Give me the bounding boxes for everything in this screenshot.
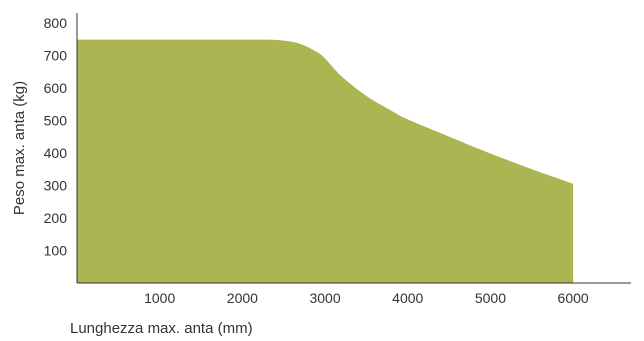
area-series bbox=[77, 39, 574, 283]
x-tick-label: 5000 bbox=[475, 290, 506, 306]
y-tick-labels: 100 200 300 400 500 600 700 800 bbox=[44, 15, 68, 259]
y-tick-label: 500 bbox=[44, 112, 68, 128]
y-tick-label: 800 bbox=[44, 15, 68, 31]
y-tick-label: 600 bbox=[44, 80, 68, 96]
y-tick-label: 700 bbox=[44, 47, 68, 63]
x-axis-title: Lunghezza max. anta (mm) bbox=[70, 320, 253, 337]
x-tick-labels: 1000 2000 3000 4000 5000 6000 bbox=[144, 290, 589, 306]
y-tick-label: 100 bbox=[44, 242, 68, 258]
y-tick-label: 400 bbox=[44, 145, 68, 161]
x-tick-label: 1000 bbox=[144, 290, 175, 306]
x-tick-label: 2000 bbox=[227, 290, 258, 306]
y-tick-label: 200 bbox=[44, 210, 68, 226]
y-axis-title: Peso max. anta (kg) bbox=[11, 81, 28, 215]
plot-area bbox=[77, 39, 574, 283]
x-tick-label: 4000 bbox=[392, 290, 423, 306]
y-tick-label: 300 bbox=[44, 177, 68, 193]
x-tick-label: 3000 bbox=[309, 290, 340, 306]
x-tick-label: 6000 bbox=[558, 290, 589, 306]
